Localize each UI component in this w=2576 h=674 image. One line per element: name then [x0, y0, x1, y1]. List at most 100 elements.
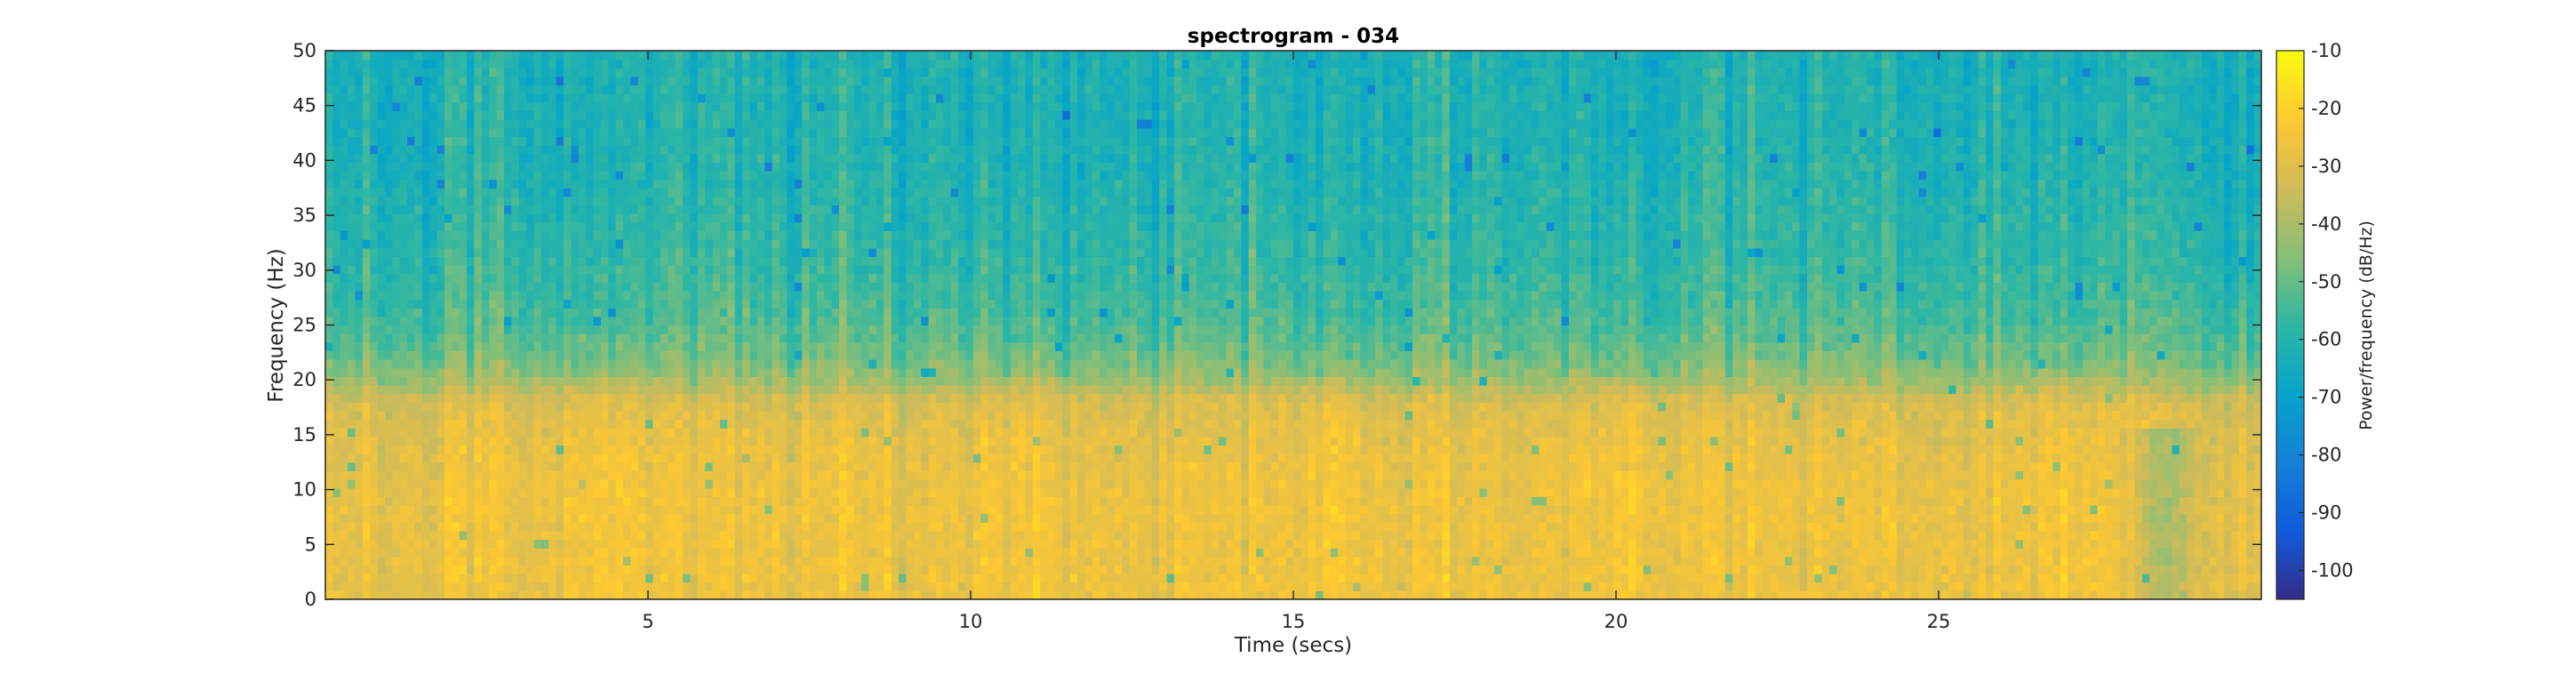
heatmap-cell — [697, 299, 706, 309]
heatmap-cell — [474, 239, 483, 249]
heatmap-cell — [794, 582, 803, 591]
heatmap-cell — [489, 76, 498, 86]
heatmap-cell — [452, 419, 460, 429]
heatmap-cell — [727, 504, 736, 515]
heatmap-cell — [630, 367, 639, 377]
heatmap-cell — [779, 333, 788, 343]
heatmap-cell — [325, 170, 333, 181]
heatmap-cell — [578, 359, 587, 369]
heatmap-cell — [407, 402, 416, 412]
heatmap-cell — [802, 419, 811, 429]
heatmap-cell — [325, 461, 333, 471]
heatmap-cell — [816, 213, 825, 223]
heatmap-cell — [809, 316, 818, 326]
heatmap-cell — [675, 548, 684, 558]
heatmap-cell — [325, 213, 333, 223]
heatmap-cell — [824, 539, 833, 549]
heatmap-cell — [474, 179, 483, 189]
heatmap-cell — [824, 51, 833, 60]
heatmap-cell — [645, 256, 654, 266]
heatmap-cell — [340, 136, 348, 146]
heatmap-cell — [630, 470, 639, 480]
heatmap-cell — [332, 51, 341, 60]
heatmap-cell — [675, 221, 684, 232]
heatmap-cell — [645, 470, 654, 480]
heatmap-cell — [853, 162, 862, 172]
heatmap-cell — [630, 170, 639, 181]
heatmap-cell — [876, 101, 884, 112]
heatmap-cell — [600, 256, 609, 266]
heatmap-cell — [630, 565, 639, 574]
heatmap-cell — [787, 68, 796, 77]
heatmap-cell — [540, 359, 549, 369]
heatmap-cell — [645, 299, 654, 309]
heatmap-cell — [734, 76, 743, 86]
heatmap-cell — [756, 179, 765, 189]
heatmap-cell — [496, 436, 505, 446]
heatmap-cell — [899, 162, 907, 172]
heatmap-cell — [481, 445, 490, 454]
heatmap-cell — [839, 367, 847, 377]
heatmap-cell — [496, 205, 505, 214]
heatmap-cell — [600, 145, 609, 155]
heatmap-cell — [615, 470, 624, 480]
heatmap-cell — [846, 504, 855, 515]
heatmap-cell — [608, 582, 617, 591]
heatmap-cell — [504, 565, 513, 574]
heatmap-cell — [504, 410, 513, 421]
heatmap-cell — [392, 453, 401, 463]
heatmap-cell — [846, 496, 855, 506]
heatmap-cell — [429, 504, 438, 515]
heatmap-cell — [772, 574, 780, 583]
heatmap-cell — [645, 179, 654, 189]
heatmap-cell — [727, 530, 736, 541]
heatmap-cell — [652, 68, 661, 77]
heatmap-cell — [392, 84, 401, 94]
heatmap-cell — [377, 84, 386, 94]
heatmap-cell — [764, 239, 773, 249]
heatmap-cell — [719, 136, 728, 146]
heatmap-cell — [421, 479, 430, 489]
heatmap-cell — [548, 539, 557, 549]
heatmap-cell — [742, 59, 751, 68]
heatmap-cell — [831, 127, 840, 138]
heatmap-cell — [742, 213, 751, 223]
heatmap-cell — [719, 179, 728, 189]
heatmap-cell — [325, 188, 333, 197]
heatmap-cell — [340, 247, 348, 257]
heatmap-cell — [824, 188, 833, 197]
heatmap-cell — [377, 367, 386, 377]
heatmap-cell — [600, 84, 609, 94]
heatmap-cell — [578, 119, 587, 129]
heatmap-cell — [586, 539, 595, 549]
heatmap-cell — [668, 504, 676, 515]
heatmap-cell — [861, 384, 870, 395]
heatmap-cell — [459, 101, 468, 112]
heatmap-cell — [325, 179, 333, 189]
heatmap-cell — [489, 530, 498, 541]
heatmap-cell — [816, 282, 825, 292]
heatmap-cell — [511, 76, 520, 86]
heatmap-cell — [839, 59, 847, 68]
heatmap-cell — [772, 179, 780, 189]
heatmap-cell — [891, 239, 900, 249]
heatmap-cell — [839, 376, 847, 386]
heatmap-cell — [385, 59, 393, 68]
heatmap-cell — [899, 428, 907, 437]
heatmap-cell — [467, 213, 476, 223]
heatmap-cell — [690, 179, 699, 189]
heatmap-cell — [548, 290, 557, 301]
heatmap-cell — [489, 247, 498, 257]
heatmap-cell — [414, 436, 423, 446]
heatmap-cell — [556, 325, 564, 334]
heatmap-cell — [645, 565, 654, 574]
heatmap-cell — [756, 230, 765, 240]
heatmap-cell — [504, 265, 513, 275]
heatmap-cell — [414, 101, 423, 112]
heatmap-cell — [630, 582, 639, 591]
heatmap-cell — [645, 230, 654, 240]
heatmap-cell — [608, 213, 617, 223]
heatmap-cell — [846, 170, 855, 181]
heatmap-cell — [816, 393, 825, 403]
heatmap-cell — [623, 265, 632, 275]
